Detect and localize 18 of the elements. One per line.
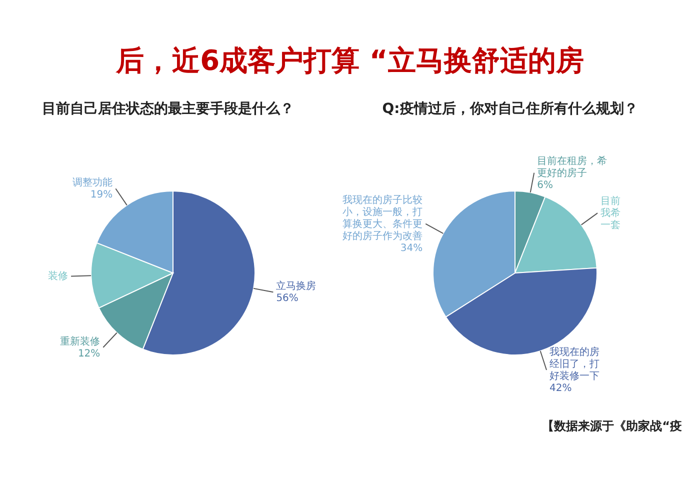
data-label: 34% bbox=[400, 242, 423, 254]
slice-label: 立马换房 bbox=[276, 280, 316, 292]
chart-subtitle: 目前自己居住状态的最主要手段是什么？ bbox=[42, 100, 294, 118]
chart-title: 后，近6成客户打算 “立马换舒适的房 bbox=[114, 43, 585, 79]
chart-subtitle: Q:疫情过后，你对自己住所有什么规划？ bbox=[382, 100, 638, 118]
text: 【数据来源于《助家战“疫 bbox=[542, 418, 682, 435]
data-label: 42% bbox=[550, 382, 572, 394]
data-label: 56% bbox=[276, 292, 298, 304]
data-label: 12% bbox=[78, 348, 100, 360]
data-label: 19% bbox=[90, 189, 113, 200]
slice-label: 我现在的房子比较小，设施一般，打算换更大、条件更好的房子作为改善 bbox=[342, 194, 423, 242]
slice-label: 我现在的房经旧了，打好装修一下 bbox=[550, 346, 600, 382]
data-label: 6% bbox=[537, 180, 553, 191]
slice-label: 装修 bbox=[48, 270, 68, 282]
slice-label: 目前我希一套 bbox=[600, 194, 621, 231]
slice-label: 目前在租房，希更好的房子 bbox=[537, 154, 608, 179]
slice-label: 重新装修 bbox=[60, 335, 100, 348]
slice-label: 调整功能 bbox=[72, 176, 113, 188]
